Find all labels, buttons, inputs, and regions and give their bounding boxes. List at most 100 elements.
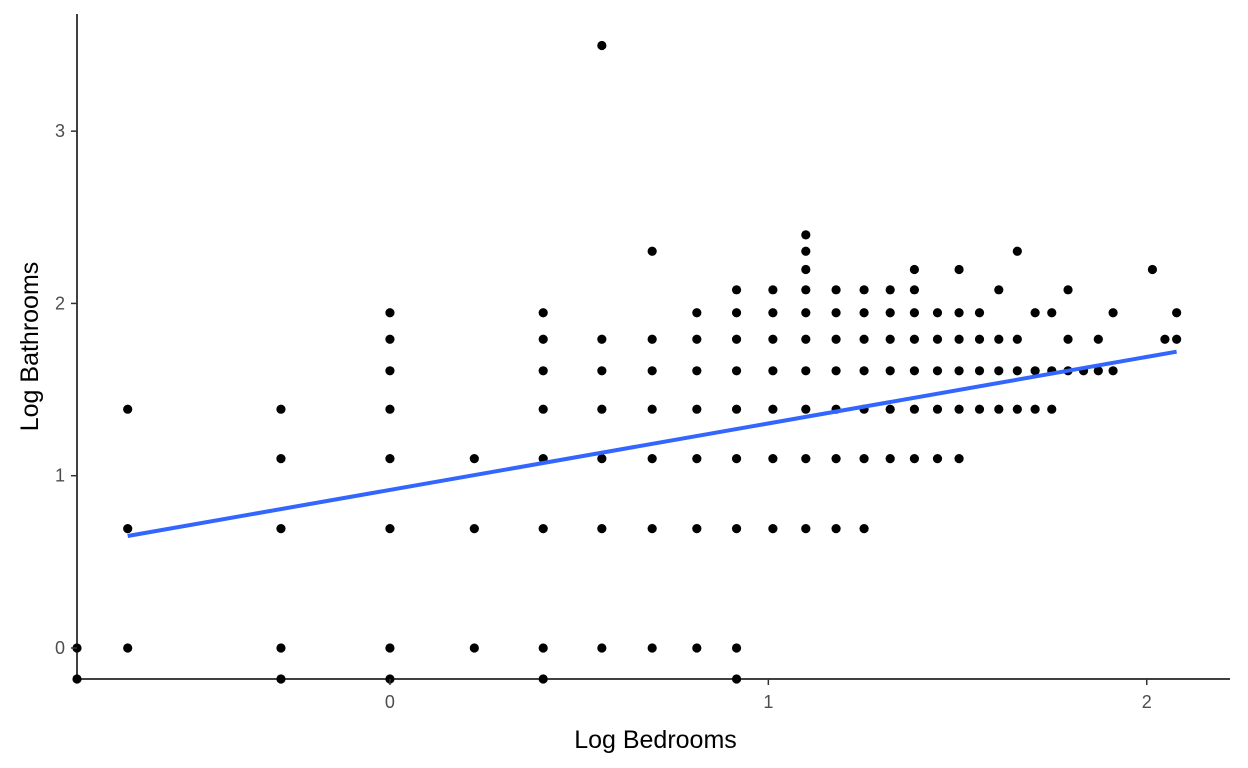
data-point bbox=[768, 523, 778, 534]
data-point bbox=[954, 404, 964, 414]
data-point bbox=[385, 334, 395, 344]
data-point bbox=[731, 334, 742, 344]
data-point bbox=[954, 366, 964, 376]
data-point bbox=[692, 334, 702, 344]
data-point bbox=[276, 454, 286, 464]
data-point bbox=[801, 454, 811, 464]
data-point bbox=[1012, 246, 1022, 256]
data-point bbox=[768, 366, 778, 376]
data-point bbox=[647, 246, 657, 256]
x-tick-label: 1 bbox=[763, 692, 773, 712]
data-point bbox=[123, 523, 133, 534]
data-point bbox=[731, 643, 742, 653]
data-point bbox=[885, 285, 895, 295]
data-point bbox=[538, 643, 548, 653]
data-point bbox=[859, 523, 869, 534]
data-point bbox=[692, 643, 702, 653]
data-point bbox=[647, 334, 657, 344]
data-point bbox=[994, 285, 1004, 295]
data-point bbox=[1030, 366, 1040, 376]
data-point bbox=[885, 454, 895, 464]
data-point bbox=[932, 366, 943, 376]
data-point bbox=[801, 523, 811, 534]
data-point bbox=[1012, 334, 1022, 344]
data-point bbox=[385, 404, 395, 414]
data-point bbox=[538, 523, 548, 534]
data-point bbox=[692, 366, 702, 376]
data-point bbox=[994, 334, 1004, 344]
data-point bbox=[597, 523, 607, 534]
data-point bbox=[859, 308, 869, 318]
data-point bbox=[954, 454, 964, 464]
data-point bbox=[123, 643, 133, 653]
data-point bbox=[1172, 308, 1182, 318]
data-point bbox=[801, 285, 811, 295]
trend-line bbox=[127, 349, 1177, 538]
data-point bbox=[1030, 308, 1040, 318]
data-point bbox=[885, 404, 895, 414]
data-point bbox=[831, 454, 841, 464]
data-point bbox=[469, 643, 479, 653]
data-point bbox=[647, 404, 657, 414]
data-point bbox=[1160, 334, 1170, 344]
data-point bbox=[1030, 404, 1040, 414]
data-point bbox=[974, 366, 985, 376]
y-axis-title: Log Bathrooms bbox=[16, 262, 44, 432]
data-point bbox=[909, 264, 920, 275]
data-point bbox=[859, 366, 869, 376]
data-point bbox=[276, 523, 286, 534]
data-point bbox=[831, 366, 841, 376]
data-point bbox=[932, 308, 943, 318]
data-point bbox=[954, 308, 964, 318]
data-points bbox=[72, 40, 1182, 684]
data-point bbox=[469, 454, 479, 464]
data-point bbox=[1108, 366, 1118, 376]
data-point bbox=[801, 334, 811, 344]
data-point bbox=[538, 404, 548, 414]
x-axis-title: Log Bedrooms bbox=[574, 726, 737, 754]
data-point bbox=[932, 334, 943, 344]
data-point bbox=[859, 285, 869, 295]
data-point bbox=[768, 285, 778, 295]
data-point bbox=[1108, 308, 1118, 318]
data-point bbox=[801, 404, 811, 414]
data-point bbox=[1012, 404, 1022, 414]
data-point bbox=[859, 334, 869, 344]
data-point bbox=[1047, 404, 1057, 414]
data-point bbox=[731, 523, 742, 534]
data-point bbox=[647, 643, 657, 653]
data-point bbox=[1012, 366, 1022, 376]
data-point bbox=[597, 454, 607, 464]
data-point bbox=[647, 523, 657, 534]
data-point bbox=[597, 40, 607, 51]
data-point bbox=[538, 366, 548, 376]
data-point bbox=[1172, 334, 1182, 344]
data-point bbox=[954, 264, 964, 275]
data-point bbox=[768, 308, 778, 318]
data-point bbox=[731, 366, 742, 376]
data-point bbox=[385, 643, 395, 653]
data-point bbox=[885, 334, 895, 344]
data-point bbox=[974, 334, 985, 344]
data-point bbox=[276, 643, 286, 653]
data-point bbox=[385, 308, 395, 318]
data-point bbox=[885, 308, 895, 318]
data-point bbox=[692, 523, 702, 534]
x-tick-label: 2 bbox=[1142, 692, 1152, 712]
data-point bbox=[974, 404, 985, 414]
data-point bbox=[276, 404, 286, 414]
data-point bbox=[801, 246, 811, 256]
x-tick-label: 0 bbox=[385, 692, 395, 712]
data-point bbox=[909, 454, 920, 464]
data-point bbox=[885, 366, 895, 376]
data-point bbox=[831, 308, 841, 318]
data-point bbox=[831, 285, 841, 295]
x-axis-ticks: 0 1 2 bbox=[385, 679, 1152, 712]
data-point bbox=[597, 643, 607, 653]
y-tick-label: 3 bbox=[55, 121, 65, 141]
data-point bbox=[1047, 308, 1057, 318]
data-point bbox=[123, 404, 133, 414]
data-point bbox=[1063, 334, 1073, 344]
data-point bbox=[768, 404, 778, 414]
data-point bbox=[692, 404, 702, 414]
